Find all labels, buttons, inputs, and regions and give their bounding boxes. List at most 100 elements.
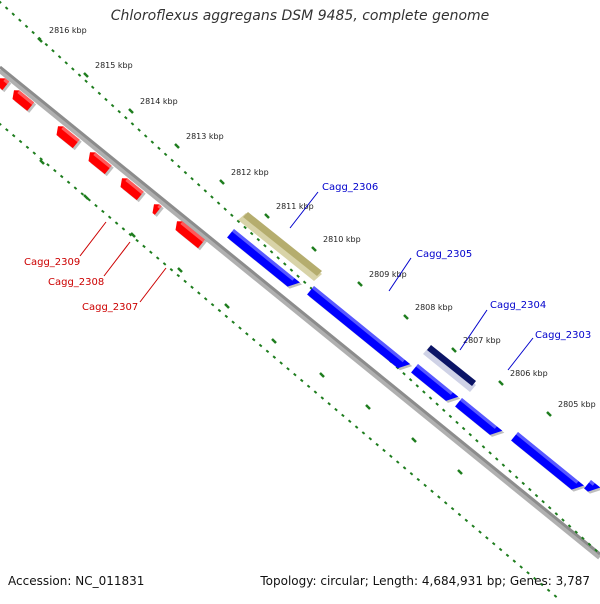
outer-scale-dot bbox=[488, 451, 492, 455]
inner-scale-tick bbox=[130, 232, 136, 238]
inner-scale-dot bbox=[526, 571, 530, 575]
outer-scale-dot bbox=[521, 481, 526, 486]
inner-scale-dot bbox=[0, 122, 2, 126]
reverse-gene-arrow bbox=[175, 221, 207, 251]
outer-scale-dot bbox=[455, 420, 459, 425]
inner-scale-dot bbox=[80, 192, 85, 196]
scale-tick bbox=[451, 347, 457, 353]
inner-scale-dot bbox=[334, 407, 338, 412]
reverse-gene-arrow bbox=[120, 178, 146, 203]
outer-scale-dot bbox=[501, 463, 506, 467]
outer-scale-dot bbox=[90, 85, 95, 90]
inner-scale-dot bbox=[437, 495, 441, 499]
inner-scale-dot bbox=[107, 215, 112, 219]
outer-scale-dot bbox=[256, 237, 261, 242]
inner-scale-dot bbox=[32, 151, 37, 155]
reverse-gene-arrow bbox=[56, 126, 82, 151]
inner-scale-dot bbox=[87, 198, 91, 202]
outer-scale-dot bbox=[541, 499, 545, 504]
scale-tick bbox=[83, 72, 89, 78]
inner-scale-dot bbox=[155, 256, 160, 260]
inner-scale-dot bbox=[471, 524, 475, 528]
reverse-gene-arrow bbox=[12, 90, 37, 113]
outer-scale-dot bbox=[415, 384, 420, 388]
gene-leader-line bbox=[459, 309, 488, 351]
inner-scale-dot bbox=[464, 518, 469, 523]
outer-scale-dot bbox=[203, 189, 208, 193]
outer-scale-dot bbox=[269, 250, 274, 254]
outer-scale-dot bbox=[183, 170, 188, 175]
inner-scale-dot bbox=[190, 285, 194, 289]
outer-scale-dot bbox=[117, 109, 122, 114]
reverse-gene-arrow bbox=[0, 78, 12, 93]
outer-scale-dot bbox=[230, 213, 234, 218]
outer-scale-dot bbox=[31, 30, 35, 35]
scale-tick-label: 2812 kbp bbox=[231, 168, 269, 177]
inner-scale-dot bbox=[327, 402, 331, 406]
map-title: Chloroflexus aggregans DSM 9485, complet… bbox=[110, 8, 490, 24]
scale-tick-label: 2814 kbp bbox=[140, 97, 178, 106]
outer-scale-dot bbox=[402, 371, 406, 376]
outer-scale-dot bbox=[508, 469, 512, 473]
scale-tick-label: 2810 kbp bbox=[323, 235, 361, 244]
selected-gene bbox=[423, 345, 476, 392]
outer-scale-dot bbox=[587, 542, 592, 547]
inner-scale-dot bbox=[519, 565, 523, 569]
scale-tick-label: 2808 kbp bbox=[415, 303, 453, 312]
inner-scale-dot bbox=[299, 378, 304, 383]
outer-scale-dot bbox=[216, 201, 221, 205]
gene-leader-line bbox=[79, 221, 107, 257]
inner-scale-dot bbox=[409, 471, 414, 476]
inner-scale-dot bbox=[162, 262, 167, 266]
inner-scale-dot bbox=[18, 139, 23, 144]
highlighted-gene bbox=[238, 212, 322, 281]
reverse-gene-arrow bbox=[88, 152, 114, 177]
outer-scale-dot bbox=[283, 262, 287, 266]
outer-scale-dot bbox=[71, 67, 75, 71]
inner-scale-dot bbox=[341, 413, 345, 418]
inner-scale-dot bbox=[546, 588, 551, 593]
inner-scale-dot bbox=[39, 157, 43, 161]
inner-scale-dot bbox=[142, 244, 146, 249]
outer-scale-dot bbox=[481, 445, 486, 449]
gene-label-cagg_2308: Cagg_2308 bbox=[48, 277, 104, 288]
outer-scale-dot bbox=[104, 97, 108, 102]
scale-tick bbox=[357, 281, 363, 287]
outer-scale-dot bbox=[289, 268, 294, 272]
inner-scale-dot bbox=[402, 466, 407, 470]
forward-gene-arrow bbox=[307, 286, 413, 371]
inner-scale-tick bbox=[411, 437, 417, 443]
gene-label-cagg_2306: Cagg_2306 bbox=[322, 182, 378, 193]
inner-scale-dot bbox=[375, 442, 379, 447]
inner-scale-dot bbox=[121, 227, 126, 231]
outer-scale-dot bbox=[475, 438, 479, 443]
outer-scale-dot bbox=[408, 378, 413, 382]
outer-scale-dot bbox=[0, 0, 2, 4]
scale-tick-label: 2807 kbp bbox=[463, 336, 501, 345]
outer-scale-dot bbox=[263, 243, 267, 248]
outer-scale-dot bbox=[276, 256, 280, 260]
inner-scale-dot bbox=[539, 582, 544, 587]
inner-scale-dot bbox=[450, 506, 455, 511]
inner-scale-dot bbox=[457, 512, 462, 517]
gene-label-cagg_2309: Cagg_2309 bbox=[24, 257, 80, 268]
inner-scale-tick bbox=[39, 159, 45, 165]
inner-scale-dot bbox=[286, 367, 290, 371]
inner-scale-dot bbox=[66, 180, 71, 185]
outer-scale-dot bbox=[196, 183, 201, 187]
inner-scale-dot bbox=[347, 419, 352, 424]
outer-scale-dot bbox=[177, 164, 181, 169]
outer-scale-dot bbox=[77, 73, 82, 77]
scale-tick-label: 2805 kbp bbox=[558, 400, 596, 409]
gene-leader-line bbox=[507, 337, 534, 371]
inner-scale-tick bbox=[177, 267, 183, 273]
outer-scale-dot bbox=[428, 396, 433, 400]
gene-leader-line bbox=[103, 241, 131, 277]
inner-scale-dot bbox=[416, 477, 421, 482]
inner-scale-dot bbox=[217, 308, 222, 313]
inner-scale-dot bbox=[354, 425, 359, 429]
outer-scale-dot bbox=[110, 103, 115, 108]
scale-tick bbox=[174, 143, 180, 149]
gene-leader-line bbox=[388, 257, 412, 292]
